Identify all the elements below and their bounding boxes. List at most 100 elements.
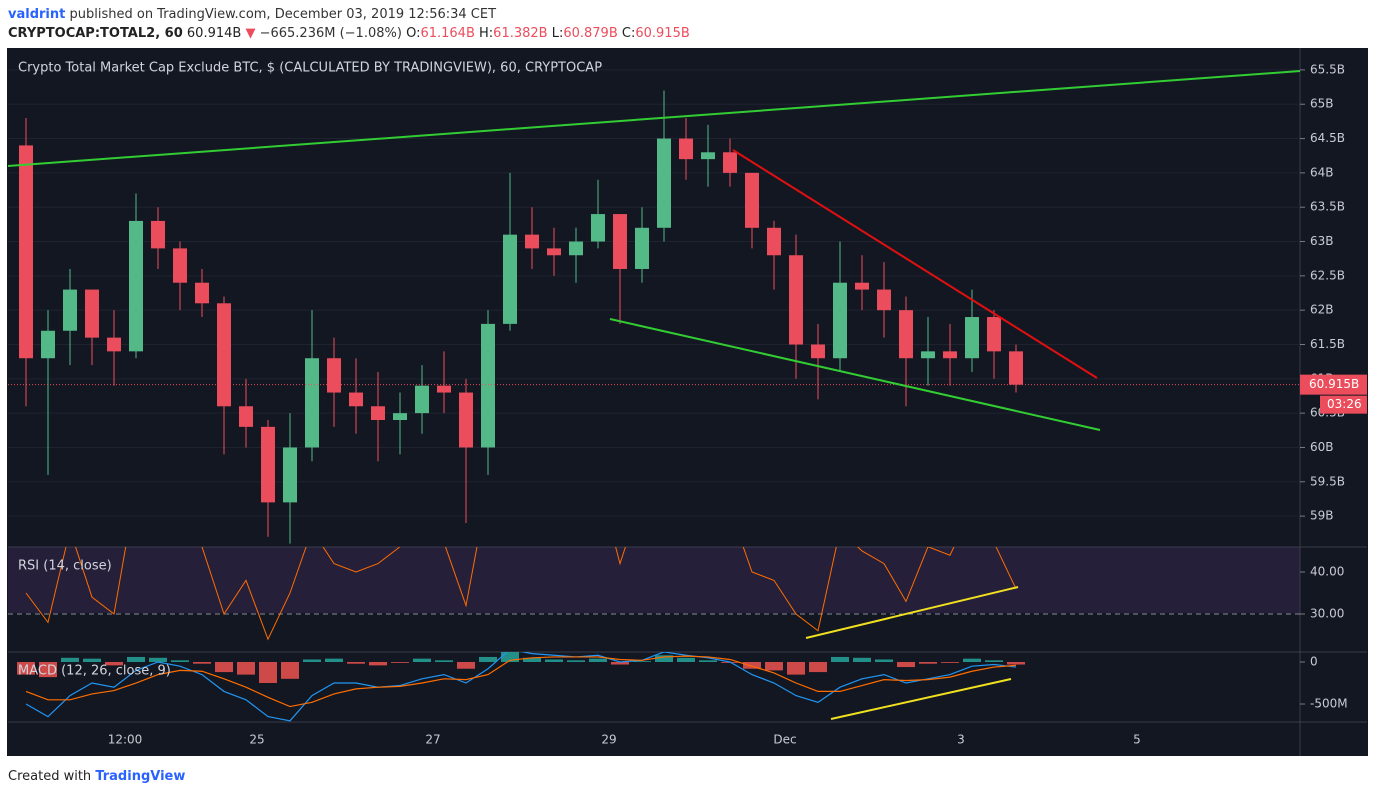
candle-body bbox=[965, 317, 979, 359]
candle-body bbox=[481, 323, 495, 448]
y-tick-label: 0 bbox=[1310, 655, 1318, 669]
trend-line bbox=[732, 149, 1098, 379]
candle-body bbox=[283, 447, 297, 503]
histogram-bar bbox=[479, 656, 497, 662]
histogram-bar bbox=[83, 658, 101, 662]
histogram-bar bbox=[853, 657, 871, 662]
histogram-bar bbox=[875, 659, 893, 662]
macd-title: MACD (12, 26, close, 9) bbox=[18, 664, 171, 679]
histogram-bar bbox=[325, 658, 343, 662]
candle-body bbox=[305, 358, 319, 448]
y-tick-label: 40.00 bbox=[1310, 564, 1344, 578]
candle-body bbox=[349, 392, 363, 407]
candle-body bbox=[679, 138, 693, 160]
x-tick-label: 29 bbox=[601, 733, 616, 747]
author: valdrint bbox=[8, 7, 65, 22]
drawings bbox=[7, 70, 1301, 720]
y-tick-label: 61.5B bbox=[1310, 337, 1345, 351]
candle-body bbox=[811, 344, 825, 359]
candle-body bbox=[789, 255, 803, 345]
candle-body bbox=[129, 220, 143, 352]
ohlc-value: 61.382B bbox=[493, 26, 547, 41]
histogram-bar bbox=[39, 662, 57, 678]
signal-line bbox=[25, 655, 1017, 708]
trend-line bbox=[805, 586, 1019, 639]
candle-body bbox=[459, 392, 473, 448]
ohlc-value: 61.164B bbox=[420, 26, 474, 41]
histogram-bar bbox=[391, 662, 409, 663]
histogram-bar bbox=[501, 652, 519, 662]
y-tick-label: 60B bbox=[1310, 440, 1334, 454]
histogram-bar bbox=[699, 660, 717, 662]
header-line: valdrint published on TradingView.com, D… bbox=[8, 7, 496, 22]
candle-body bbox=[943, 351, 957, 359]
histogram-bar bbox=[963, 658, 981, 662]
y-tick-label: 63.5B bbox=[1310, 200, 1345, 214]
histogram-bar bbox=[941, 662, 959, 663]
candle-body bbox=[613, 214, 627, 269]
y-tick-label: 62.5B bbox=[1310, 268, 1345, 282]
y-tick-label: 65B bbox=[1310, 97, 1334, 111]
x-tick-label: 3 bbox=[957, 733, 965, 747]
chart-background bbox=[7, 48, 1368, 756]
countdown-box bbox=[1320, 395, 1367, 414]
candle-body bbox=[657, 138, 671, 228]
trend-line bbox=[7, 70, 1301, 167]
candle-body bbox=[239, 406, 253, 427]
footer-text: Created with bbox=[8, 769, 91, 784]
histogram-bar bbox=[765, 662, 783, 671]
y-tick-label: 59.5B bbox=[1310, 474, 1345, 488]
ohlc: O:61.164B H:61.382B L:60.879B C:60.915B bbox=[406, 26, 690, 41]
histogram-bar bbox=[281, 662, 299, 679]
histogram-bar bbox=[413, 658, 431, 662]
countdown: 03:26 bbox=[1327, 397, 1362, 411]
y-tick-label: -500M bbox=[1310, 697, 1348, 711]
histogram-bar bbox=[435, 660, 453, 662]
candle-body bbox=[371, 406, 385, 421]
histogram-bar bbox=[919, 662, 937, 664]
x-tick-label: 25 bbox=[249, 733, 264, 747]
histogram-bar bbox=[831, 656, 849, 662]
symbol-line: CRYPTOCAP:TOTAL2, 60 60.914B ▼ −665.236M… bbox=[8, 26, 690, 41]
ohlc-value: 60.915B bbox=[635, 26, 689, 41]
candle-body bbox=[569, 241, 583, 256]
footer-brand: TradingView bbox=[95, 769, 185, 784]
candle-body bbox=[525, 234, 539, 249]
candle-body bbox=[1009, 351, 1023, 385]
histogram-bar bbox=[17, 662, 35, 675]
candle-body bbox=[415, 385, 429, 414]
histogram-bar bbox=[149, 657, 167, 662]
y-tick-label: 59B bbox=[1310, 509, 1334, 523]
change: −665.236M (−1.08%) bbox=[260, 26, 402, 41]
histogram-bar bbox=[61, 657, 79, 662]
histogram-bar bbox=[457, 662, 475, 669]
histogram-bar bbox=[347, 662, 365, 664]
y-tick-label: 62B bbox=[1310, 303, 1334, 317]
histogram-bar bbox=[369, 662, 387, 666]
histogram-bar bbox=[985, 660, 1003, 662]
ohlc-label: H: bbox=[479, 26, 493, 41]
histogram-bar bbox=[809, 662, 827, 673]
x-tick-label: Dec bbox=[773, 733, 796, 747]
candle-body bbox=[41, 330, 55, 359]
candle-body bbox=[195, 282, 209, 304]
histogram-bar bbox=[193, 662, 211, 664]
histogram-bar bbox=[1007, 662, 1025, 665]
trend-line bbox=[609, 318, 1101, 431]
macd bbox=[17, 652, 1025, 722]
histogram-bar bbox=[567, 660, 585, 662]
histogram-bar bbox=[303, 659, 321, 662]
histogram-bar bbox=[545, 659, 563, 662]
candle-body bbox=[107, 337, 121, 352]
candle-body bbox=[63, 289, 77, 331]
rsi-band bbox=[8, 547, 1300, 613]
histogram-bar bbox=[105, 662, 123, 666]
candle-body bbox=[921, 351, 935, 359]
candle-body bbox=[19, 145, 33, 359]
y-tick-label: 64.5B bbox=[1310, 131, 1345, 145]
x-tick-label: 27 bbox=[425, 733, 440, 747]
chart-title: Crypto Total Market Cap Exclude BTC, $ (… bbox=[18, 61, 602, 76]
candles bbox=[19, 90, 1023, 544]
histogram-bar bbox=[237, 662, 255, 675]
